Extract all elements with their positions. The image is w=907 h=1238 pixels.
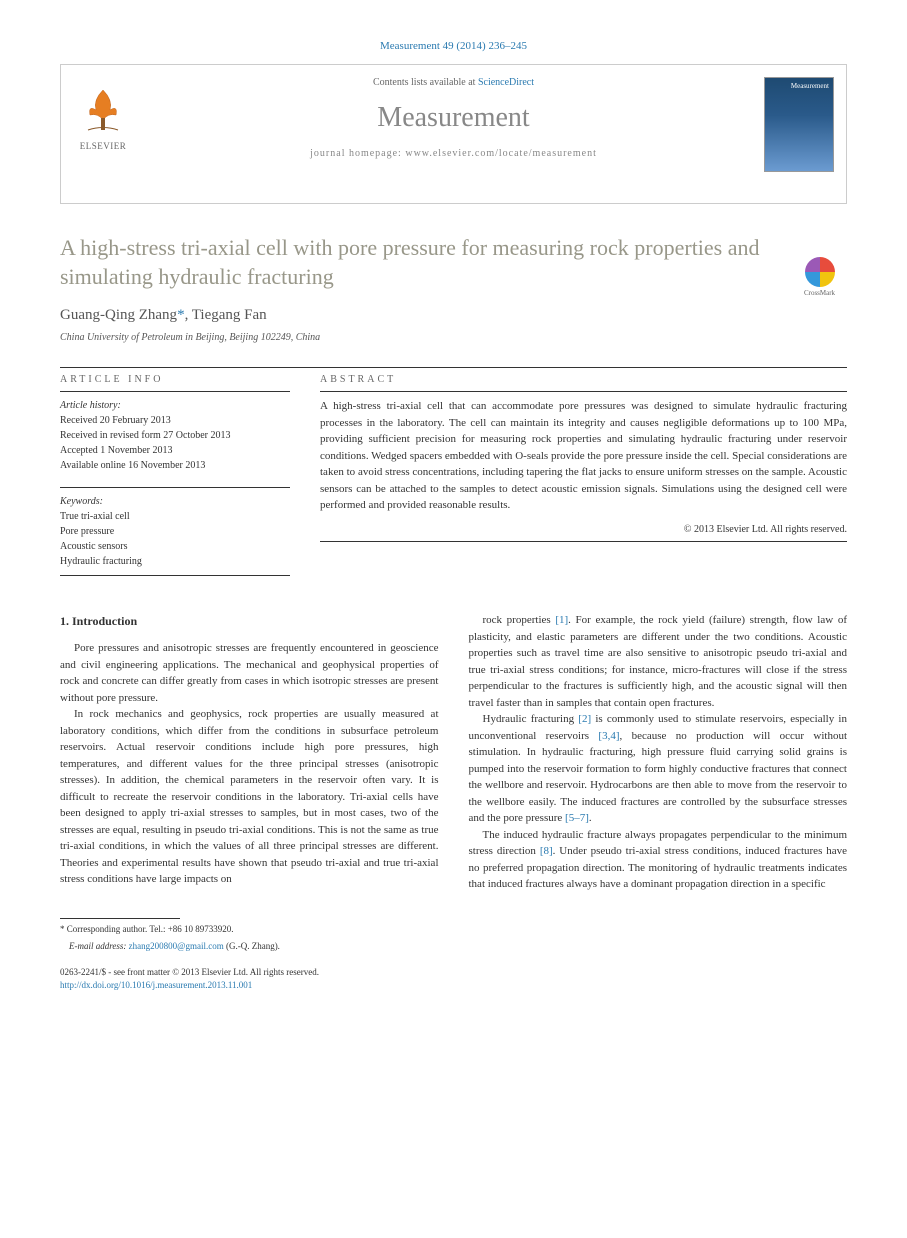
article-title: A high-stress tri-axial cell with pore p… bbox=[60, 234, 847, 291]
body-column-left: 1. Introduction Pore pressures and aniso… bbox=[60, 612, 439, 993]
crossmark-badge[interactable]: CrossMark bbox=[792, 257, 847, 312]
email-suffix: (G.-Q. Zhang). bbox=[224, 941, 280, 951]
intro-para-5: The induced hydraulic fracture always pr… bbox=[469, 827, 848, 893]
issn-line: 0263-2241/$ - see front matter © 2013 El… bbox=[60, 966, 439, 980]
p4c: , because no production will occur witho… bbox=[469, 730, 848, 825]
publisher-name: ELSEVIER bbox=[73, 141, 133, 151]
ref-link-34[interactable]: [3,4] bbox=[598, 730, 619, 742]
abstract-divider-2 bbox=[320, 541, 847, 542]
contents-prefix: Contents lists available at bbox=[373, 77, 478, 88]
p3b: . For example, the rock yield (failure) … bbox=[469, 614, 848, 709]
intro-para-1: Pore pressures and anisotropic stresses … bbox=[60, 640, 439, 706]
ref-link-8[interactable]: [8] bbox=[540, 845, 553, 857]
header-citation: Measurement 49 (2014) 236–245 bbox=[60, 40, 847, 52]
corresponding-marker[interactable]: * bbox=[177, 307, 185, 323]
elsevier-logo: ELSEVIER bbox=[73, 85, 133, 151]
corresponding-author-note: * Corresponding author. Tel.: +86 10 897… bbox=[60, 923, 439, 937]
abstract-text: A high-stress tri-axial cell that can ac… bbox=[320, 398, 847, 514]
author-2: , Tiegang Fan bbox=[185, 307, 267, 323]
crossmark-label: CrossMark bbox=[792, 289, 847, 297]
ref-link-57[interactable]: [5–7] bbox=[565, 812, 589, 824]
info-heading: ARTICLE INFO bbox=[60, 374, 290, 385]
abstract-heading: ABSTRACT bbox=[320, 374, 847, 385]
received-date: Received 20 February 2013 bbox=[60, 413, 290, 428]
doi-link[interactable]: http://dx.doi.org/10.1016/j.measurement.… bbox=[60, 980, 252, 990]
affiliation: China University of Petroleum in Beijing… bbox=[60, 332, 847, 343]
sciencedirect-link[interactable]: ScienceDirect bbox=[478, 77, 534, 88]
abstract-panel: ABSTRACT A high-stress tri-axial cell th… bbox=[320, 374, 847, 582]
journal-name: Measurement bbox=[73, 102, 834, 134]
revised-date: Received in revised form 27 October 2013 bbox=[60, 428, 290, 443]
body-column-right: rock properties [1]. For example, the ro… bbox=[469, 612, 848, 993]
article-info-panel: ARTICLE INFO Article history: Received 2… bbox=[60, 374, 290, 582]
homepage-prefix: journal homepage: bbox=[310, 148, 405, 159]
accepted-date: Accepted 1 November 2013 bbox=[60, 443, 290, 458]
online-date: Available online 16 November 2013 bbox=[60, 458, 290, 473]
keyword-2: Pore pressure bbox=[60, 524, 290, 539]
author-1: Guang-Qing Zhang bbox=[60, 307, 177, 323]
elsevier-tree-icon bbox=[78, 85, 128, 135]
info-divider-3 bbox=[60, 575, 290, 576]
authors: Guang-Qing Zhang*, Tiegang Fan bbox=[60, 307, 847, 324]
abstract-divider-1 bbox=[320, 391, 847, 392]
keywords-label: Keywords: bbox=[60, 494, 290, 509]
ref-link-2[interactable]: [2] bbox=[578, 713, 591, 725]
p4d: . bbox=[589, 812, 592, 824]
homepage-url: www.elsevier.com/locate/measurement bbox=[405, 148, 597, 159]
intro-para-3: rock properties [1]. For example, the ro… bbox=[469, 612, 848, 711]
journal-header: ELSEVIER Contents lists available at Sci… bbox=[60, 64, 847, 204]
keyword-3: Acoustic sensors bbox=[60, 539, 290, 554]
homepage-line: journal homepage: www.elsevier.com/locat… bbox=[73, 148, 834, 159]
email-link[interactable]: zhang200800@gmail.com bbox=[129, 941, 224, 951]
cover-title: Measurement bbox=[765, 78, 833, 94]
p3a: rock properties bbox=[483, 614, 556, 626]
journal-cover-thumbnail: Measurement bbox=[764, 77, 834, 172]
divider-top bbox=[60, 367, 847, 368]
info-divider-1 bbox=[60, 391, 290, 392]
email-note: E-mail address: zhang200800@gmail.com (G… bbox=[60, 940, 439, 954]
crossmark-icon bbox=[805, 257, 835, 287]
history-label: Article history: bbox=[60, 398, 290, 413]
keyword-1: True tri-axial cell bbox=[60, 509, 290, 524]
email-label: E-mail address: bbox=[69, 941, 129, 951]
footnote-separator bbox=[60, 918, 180, 919]
info-divider-2 bbox=[60, 487, 290, 488]
abstract-copyright: © 2013 Elsevier Ltd. All rights reserved… bbox=[320, 524, 847, 535]
section-1-heading: 1. Introduction bbox=[60, 612, 439, 630]
intro-para-4: Hydraulic fracturing [2] is commonly use… bbox=[469, 711, 848, 827]
p4a: Hydraulic fracturing bbox=[483, 713, 579, 725]
contents-line: Contents lists available at ScienceDirec… bbox=[73, 77, 834, 88]
intro-para-2: In rock mechanics and geophysics, rock p… bbox=[60, 706, 439, 888]
keyword-4: Hydraulic fracturing bbox=[60, 554, 290, 569]
ref-link-1[interactable]: [1] bbox=[555, 614, 568, 626]
